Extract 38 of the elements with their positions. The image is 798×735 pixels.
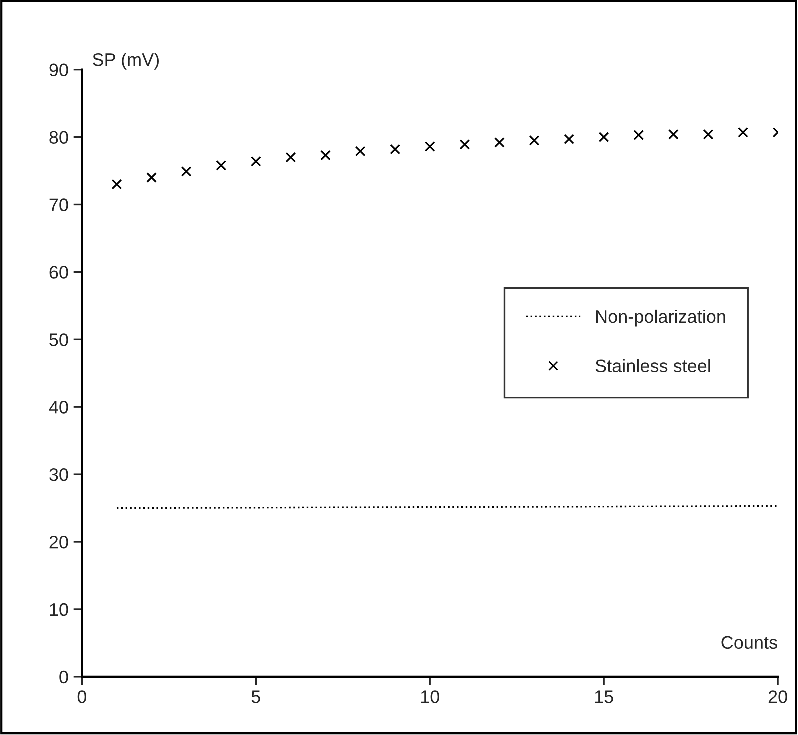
legend-label: Stainless steel: [596, 359, 710, 373]
y-tick-label: 50: [50, 334, 68, 346]
y-tick-label: 0: [60, 670, 68, 684]
x-tick-label: 15: [595, 690, 614, 704]
point: [460, 139, 470, 150]
point: [598, 132, 610, 143]
point: [703, 129, 714, 140]
point: [146, 172, 158, 183]
y-tick-label: 40: [49, 401, 68, 414]
x-tick-label: 20: [768, 690, 788, 704]
point: [112, 179, 122, 190]
point: [216, 160, 227, 171]
y-tick-label: 70: [50, 198, 68, 212]
y-tick-label: 90: [50, 64, 68, 77]
point: [390, 144, 401, 155]
point: [355, 146, 366, 157]
point: [738, 127, 748, 138]
y-tick-label: 20: [50, 536, 68, 549]
point: [564, 134, 575, 145]
point: [181, 166, 192, 177]
point: [668, 129, 679, 140]
legend-label: Non-polarization: [596, 310, 726, 327]
point: [320, 150, 331, 161]
y-tick-label: 10: [50, 603, 68, 616]
point: [494, 137, 505, 148]
x-tick-label: 0: [78, 690, 87, 704]
point: [634, 130, 644, 140]
y-tick-label: 80: [50, 131, 68, 144]
x-tick-label: 10: [421, 690, 440, 704]
point: [424, 142, 436, 152]
x-axis-title: Counts: [722, 636, 778, 650]
point: [286, 152, 296, 163]
y-tick-label: 60: [50, 266, 68, 279]
point: [250, 156, 262, 167]
y-tick-label: 30: [50, 468, 68, 482]
point: [529, 135, 540, 146]
x-tick-label: 5: [252, 690, 260, 704]
y-axis-title: SP (mV): [93, 52, 159, 70]
